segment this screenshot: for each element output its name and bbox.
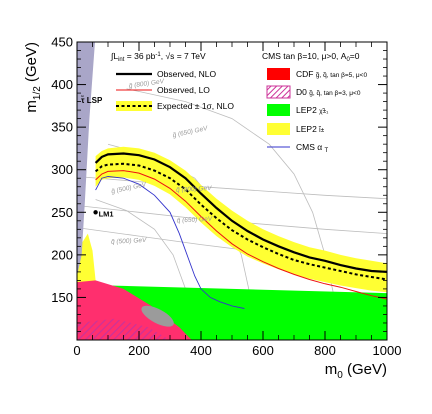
contour-label: g̃ (650) GeV: [172, 125, 209, 139]
d0-region: [77, 318, 170, 340]
series-layer: [94, 152, 387, 309]
legend-label: Expected ± 1σ, NLO: [157, 101, 234, 111]
lm1-dot: [93, 210, 98, 215]
x-tick-label: 1000: [373, 343, 402, 358]
gray-ellipse: [141, 305, 174, 327]
x-tick-label: 0: [73, 343, 80, 358]
legend-label: Observed, NLO: [157, 69, 216, 79]
series-line-3: [94, 162, 387, 281]
lumi-text: ∫Lint = 36 pb-1, √s = 7 TeV: [110, 51, 206, 63]
legend-box-swatch: [267, 104, 290, 116]
plot-area: q̃ (500) GeV q̃ (650) GeV q̃ (800) GeV g̃ (…: [77, 42, 387, 340]
lm1-marker: LM1: [93, 209, 114, 218]
x-tick-label: 600: [252, 343, 274, 358]
y-tick-label: 400: [51, 77, 73, 92]
x-tick-label: 800: [314, 343, 336, 358]
legend-label: LEP2 χ̃±₁: [296, 105, 329, 115]
axis-ticks: 0 200 400 600 800 1000 150 200 250 300 350 400 450: [51, 35, 401, 359]
cms-header: CMS tan β=10, μ>0, A0=0: [262, 51, 360, 63]
stau-lsp-region: [77, 42, 95, 277]
legend-box-swatch: [267, 123, 290, 135]
legend-hatch-swatch: [266, 85, 291, 99]
contour-label: g̃ (800) GeV: [128, 78, 165, 90]
expected-band: [95, 146, 387, 293]
series-line-4: [95, 176, 245, 309]
y-tick-label: 250: [51, 205, 73, 220]
y-tick-label: 450: [51, 35, 73, 50]
x-tick-label: 400: [190, 343, 212, 358]
y-axis-label: m1/2 (GeV): [23, 42, 43, 113]
x-axis-label: m0 (GeV): [325, 361, 387, 381]
contour-label: q̃ (800) GeV: [176, 185, 212, 194]
series-line-2: [95, 170, 387, 300]
legend-box-swatch: [267, 68, 290, 80]
x-tick-label: 200: [128, 343, 150, 358]
contour-label: q̃ (500) GeV: [111, 237, 147, 246]
legend-label: CDF g̃, q̃, tan β=5, μ<0: [296, 69, 367, 79]
series-line-1: [94, 152, 387, 273]
legend-label: LEP2 l̃±: [296, 124, 325, 134]
contour-line: [77, 176, 387, 200]
y-tick-label: 200: [51, 247, 73, 262]
contour-label: g̃ (500) GeV: [111, 181, 148, 195]
legend-label: Observed, LO: [157, 85, 210, 95]
y-tick-label: 350: [51, 120, 73, 135]
legend-label: CMS α T: [296, 142, 329, 154]
legend-label: D0 g̃, q̃, tan β=3, μ<0: [296, 87, 361, 97]
lm1-label: LM1: [99, 209, 114, 218]
legend-right: CDF g̃, q̃, tan β=5, μ<0 D0 g̃, q̃, tan β…: [266, 68, 367, 154]
y-tick-label: 300: [51, 162, 73, 177]
lsp-label: τ̃ LSP: [81, 96, 103, 105]
contour-label: q̃ (650) GeV: [177, 216, 213, 225]
y-tick-label: 150: [51, 290, 73, 305]
legend-left: Observed, NLO Observed, LO Expected ± 1σ, …: [116, 69, 234, 111]
